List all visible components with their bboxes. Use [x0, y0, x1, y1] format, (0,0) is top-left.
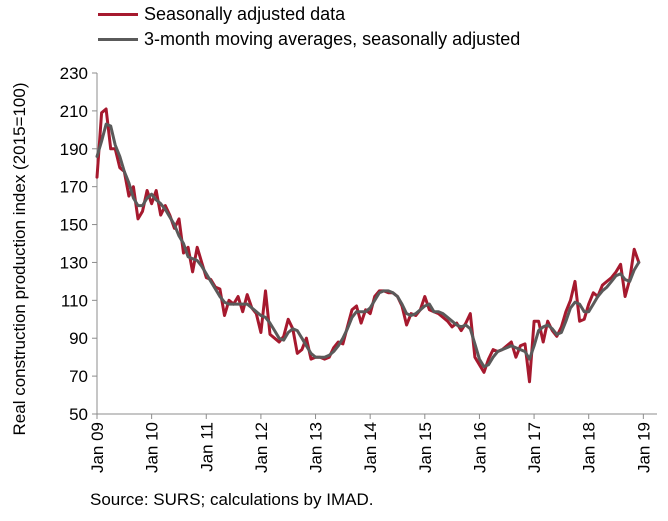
y-tick-label: 230	[60, 64, 88, 83]
legend-swatch-moving-average	[98, 38, 138, 41]
y-tick-label: 110	[61, 291, 88, 310]
x-tick-label: Jan 16	[470, 422, 489, 473]
source-note: Source: SURS; calculations by IMAD.	[90, 490, 374, 509]
x-tick-label: Jan 15	[416, 422, 435, 473]
y-tick-label: 170	[60, 178, 88, 197]
y-axis-label: Real construction production index (2015…	[10, 83, 29, 436]
series-line-seasonally-adjusted	[95, 107, 641, 384]
y-tick-label: 150	[60, 216, 88, 235]
y-tick-label: 50	[69, 405, 88, 424]
legend-item-seasonally-adjusted: Seasonally adjusted data	[98, 2, 520, 27]
legend-label-moving-average: 3-month moving averages, seasonally adju…	[144, 29, 521, 49]
y-tick-label: 190	[60, 140, 88, 159]
legend: Seasonally adjusted data 3-month moving …	[98, 2, 520, 52]
x-tick-label: Jan 19	[634, 422, 653, 473]
y-tick-label: 130	[60, 253, 88, 272]
axes	[96, 73, 657, 415]
x-tick-label: Jan 09	[88, 422, 107, 473]
y-tick-label: 210	[60, 102, 88, 121]
y-axis-ticks: 50 70 90 110 130 150 170 190 210 230	[60, 64, 97, 424]
x-tick-label: Jan 10	[143, 422, 162, 473]
x-tick-label: Jan 11	[197, 422, 216, 472]
x-tick-label: Jan 18	[580, 422, 599, 473]
x-tick-label: Jan 17	[525, 422, 544, 473]
legend-item-moving-average: 3-month moving averages, seasonally adju…	[98, 27, 520, 52]
y-tick-label: 70	[69, 367, 88, 386]
series-lines	[95, 107, 641, 384]
series-line-moving-average	[95, 122, 641, 369]
legend-swatch-seasonally-adjusted	[98, 13, 138, 16]
x-axis-ticks: Jan 09 Jan 10 Jan 11 Jan 12 Jan 13 Jan 14 Jan …	[88, 414, 653, 473]
x-tick-label: Jan 12	[252, 422, 271, 473]
y-tick-label: 90	[69, 329, 88, 348]
x-tick-label: Jan 13	[307, 422, 326, 473]
legend-label-seasonally-adjusted: Seasonally adjusted data	[144, 4, 346, 24]
x-tick-label: Jan 14	[361, 422, 380, 473]
